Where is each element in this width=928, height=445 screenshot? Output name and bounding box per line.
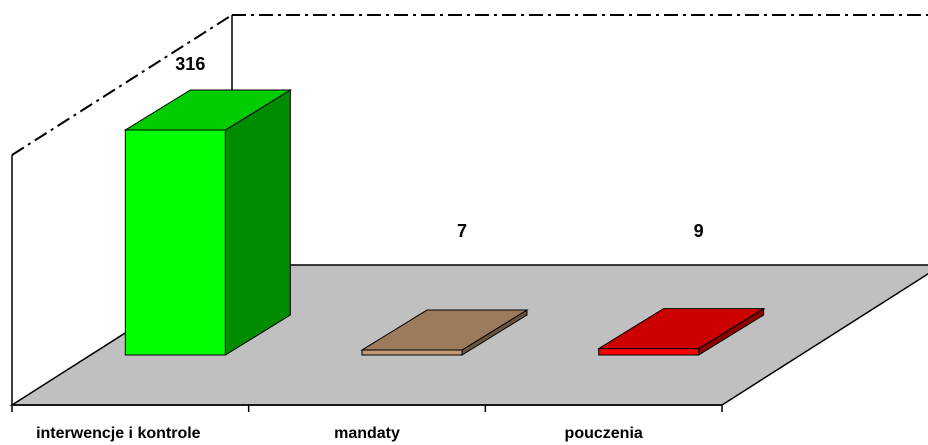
bar-top	[360, 309, 529, 351]
bar	[361, 349, 463, 356]
x-tick-label: mandaty	[334, 425, 400, 442]
bar-top-shade	[362, 310, 527, 351]
x-tick-label: interwencje i kontrole	[36, 425, 201, 442]
bar-top-shade	[598, 308, 764, 349]
x-tick-label: pouczenia	[565, 425, 643, 442]
value-label: 9	[694, 221, 704, 241]
bar-side-shade	[698, 308, 764, 355]
bar-side-shade	[225, 90, 291, 355]
bar-top	[123, 89, 293, 131]
value-label: 316	[175, 54, 205, 74]
bar-top	[596, 308, 766, 350]
bar-side-shade	[462, 310, 527, 355]
bar	[124, 129, 226, 356]
bar	[598, 348, 700, 356]
bar-top-shade	[125, 90, 291, 130]
wall-top-edge	[11, 14, 233, 156]
value-label: 7	[457, 221, 467, 241]
